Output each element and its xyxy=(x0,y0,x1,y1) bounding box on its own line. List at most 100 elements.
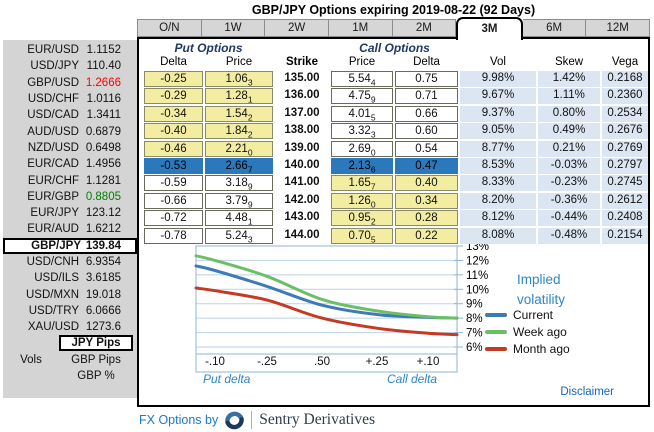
option-row-140.00[interactable]: -0.53 2.667 140.00 2.136 0.47 8.53% -0.03% 0.27… xyxy=(139,158,648,175)
sidebar-pair-xau-usd[interactable]: XAU/USD 1273.6 xyxy=(3,319,137,335)
sidebar-pair-eur-jpy[interactable]: EUR/JPY 123.12 xyxy=(3,205,137,221)
legend-item-week-ago: Week ago xyxy=(485,323,615,340)
vol-mode-jpypips[interactable]: JPY Pips xyxy=(59,335,133,352)
vol-mode-gbppips[interactable]: GBP Pips xyxy=(71,353,121,366)
option-row-136.00[interactable]: -0.29 1.281 136.00 4.759 0.71 9.67% 1.11% 0.236… xyxy=(139,88,648,105)
vol-column-header: Vol xyxy=(490,56,506,68)
call-delta-cell: 0.40 xyxy=(395,175,458,192)
skew-cell: -0.23% xyxy=(538,175,600,192)
tab-2w[interactable]: 2W xyxy=(265,19,329,37)
strike-cell: 135.00 xyxy=(277,71,327,87)
call-delta-cell: 0.71 xyxy=(395,88,458,105)
vol-cell: 8.33% xyxy=(460,175,536,192)
call-price-cell: 1.657 xyxy=(331,175,393,192)
tenor-tabs: O/N 1W 2W 1M 2M 3M 6M 12M xyxy=(137,17,650,40)
sidebar-pair-usd-jpy[interactable]: USD/JPY 110.40 xyxy=(3,58,137,74)
svg-text:-.10: -.10 xyxy=(205,356,225,368)
put-delta-cell: -0.25 xyxy=(144,71,203,87)
put-price-cell: 3.799 xyxy=(205,192,273,209)
disclaimer-link[interactable]: Disclaimer xyxy=(560,386,614,398)
tab-on[interactable]: O/N xyxy=(137,19,202,37)
put-price-cell: 1.281 xyxy=(205,88,273,105)
legend-item-month-ago: Month ago xyxy=(485,340,615,357)
svg-text:8%: 8% xyxy=(466,313,483,325)
option-row-143.00[interactable]: -0.72 4.481 143.00 0.952 0.28 8.12% -0.44% 0.24… xyxy=(139,210,648,227)
pair-rate: 3.6185 xyxy=(85,272,121,285)
sidebar-pair-aud-usd[interactable]: AUD/USD 0.6879 xyxy=(3,123,137,139)
sidebar-pair-usd-chf[interactable]: USD/CHF 1.0116 xyxy=(3,91,137,107)
pair-name: NZD/USD xyxy=(27,141,79,154)
pair-name: USD/CNH xyxy=(26,256,79,268)
call-price-cell: 5.544 xyxy=(331,71,393,87)
sidebar-pair-eur-aud[interactable]: EUR/AUD 1.6212 xyxy=(3,221,137,237)
brand-name: Sentry Derivatives xyxy=(259,411,375,428)
sidebar-pair-usd-cad[interactable]: USD/CAD 1.3411 xyxy=(3,107,137,123)
series-current xyxy=(194,264,459,320)
option-row-139.00[interactable]: -0.46 2.210 139.00 2.690 0.54 8.77% 0.21% 0.276… xyxy=(139,140,648,158)
put-price-cell: 1.063 xyxy=(205,71,273,87)
sidebar-pair-gbp-jpy[interactable]: GBP/JPY 139.84 xyxy=(3,237,137,254)
vega-cell: 0.2676 xyxy=(602,123,648,140)
legend-swatch xyxy=(485,329,507,334)
svg-text:-.25: -.25 xyxy=(257,356,277,368)
footer-divider xyxy=(251,411,253,429)
sidebar-pair-nzd-usd[interactable]: NZD/USD 0.6498 xyxy=(3,140,137,156)
sidebar-pair-usd-try[interactable]: USD/TRY 6.0666 xyxy=(3,303,137,319)
tab-12m[interactable]: 12M xyxy=(586,19,650,37)
call-price-column-header: Price xyxy=(348,56,376,68)
skew-cell: 0.49% xyxy=(538,123,600,140)
vol-mode-gbp[interactable]: GBP % xyxy=(77,370,115,383)
call-price-cell: 4.015 xyxy=(331,105,393,122)
pair-name: USD/JPY xyxy=(30,60,79,73)
svg-text:6%: 6% xyxy=(466,342,483,354)
pair-name: EUR/USD xyxy=(27,44,79,57)
sidebar-pair-eur-cad[interactable]: EUR/CAD 1.4956 xyxy=(3,156,137,172)
tab-1m[interactable]: 1M xyxy=(328,19,393,37)
legend-label: Month ago xyxy=(513,341,570,356)
option-row-138.00[interactable]: -0.40 1.842 138.00 3.323 0.60 9.05% 0.49% 0.267… xyxy=(139,123,648,140)
sidebar-pair-usd-cnh[interactable]: USD/CNH 6.9354 xyxy=(3,254,137,270)
pair-rate: 19.018 xyxy=(85,288,121,301)
strike-cell: 142.00 xyxy=(277,192,327,209)
tab-1w[interactable]: 1W xyxy=(201,19,266,37)
put-delta-cell: -0.66 xyxy=(144,192,203,209)
pair-name: EUR/AUD xyxy=(27,223,79,236)
pair-name: AUD/USD xyxy=(27,125,79,138)
sentry-derivatives-logo-icon xyxy=(225,411,244,429)
legend-label: Week ago xyxy=(513,324,567,339)
pair-name: EUR/JPY xyxy=(30,207,79,220)
put-delta-cell: -0.29 xyxy=(144,88,203,105)
sidebar-pair-usd-ils[interactable]: USD/ILS 3.6185 xyxy=(3,270,137,286)
option-row-144.00[interactable]: -0.78 5.243 144.00 0.705 0.22 8.08% -0.48% 0.21… xyxy=(139,227,648,245)
pair-name: EUR/CHF xyxy=(27,174,79,187)
tab-2m[interactable]: 2M xyxy=(392,19,457,37)
put-delta-cell: -0.78 xyxy=(144,227,203,244)
option-row-135.00[interactable]: -0.25 1.063 135.00 5.544 0.75 9.98% 1.42% 0.216… xyxy=(139,71,648,88)
sidebar-pair-eur-gbp[interactable]: EUR/GBP 0.8805 xyxy=(3,189,137,205)
sidebar-pair-eur-usd[interactable]: EUR/USD 1.1152 xyxy=(3,42,137,58)
pair-rate: 123.12 xyxy=(85,207,121,220)
pair-rate: 1.1152 xyxy=(86,44,121,57)
chart-title: Implied volatility xyxy=(517,272,566,307)
sidebar-pair-eur-chf[interactable]: EUR/CHF 1.1281 xyxy=(3,172,137,188)
put-price-cell: 4.481 xyxy=(205,210,273,226)
sidebar-pair-gbp-usd[interactable]: GBP/USD 1.2666 xyxy=(3,75,137,91)
vol-cell: 9.37% xyxy=(460,105,536,122)
pair-name: USD/ILS xyxy=(34,272,79,285)
option-row-141.00[interactable]: -0.59 3.189 141.00 1.657 0.40 8.33% -0.23% 0.27… xyxy=(139,175,648,192)
call-delta-column-header: Delta xyxy=(413,56,440,68)
put-price-cell: 5.243 xyxy=(205,227,273,244)
vols-label: Vols xyxy=(20,353,42,366)
option-row-142.00[interactable]: -0.66 3.799 142.00 1.260 0.34 8.20% -0.36% 0.26… xyxy=(139,192,648,210)
call-price-cell: 2.690 xyxy=(331,140,393,157)
vol-cell: 8.53% xyxy=(460,158,536,174)
tab-3m[interactable]: 3M xyxy=(456,17,523,40)
pair-name: USD/CAD xyxy=(27,109,79,122)
option-row-137.00[interactable]: -0.34 1.542 137.00 4.015 0.66 9.37% 0.80% 0.253… xyxy=(139,105,648,123)
pair-rate: 110.40 xyxy=(86,60,121,73)
vega-cell: 0.2168 xyxy=(602,71,648,87)
vega-cell: 0.2360 xyxy=(602,88,648,105)
tab-6m[interactable]: 6M xyxy=(522,19,587,37)
sidebar-pair-usd-mxn[interactable]: USD/MXN 19.018 xyxy=(3,286,137,302)
vol-cell: 9.98% xyxy=(460,71,536,87)
